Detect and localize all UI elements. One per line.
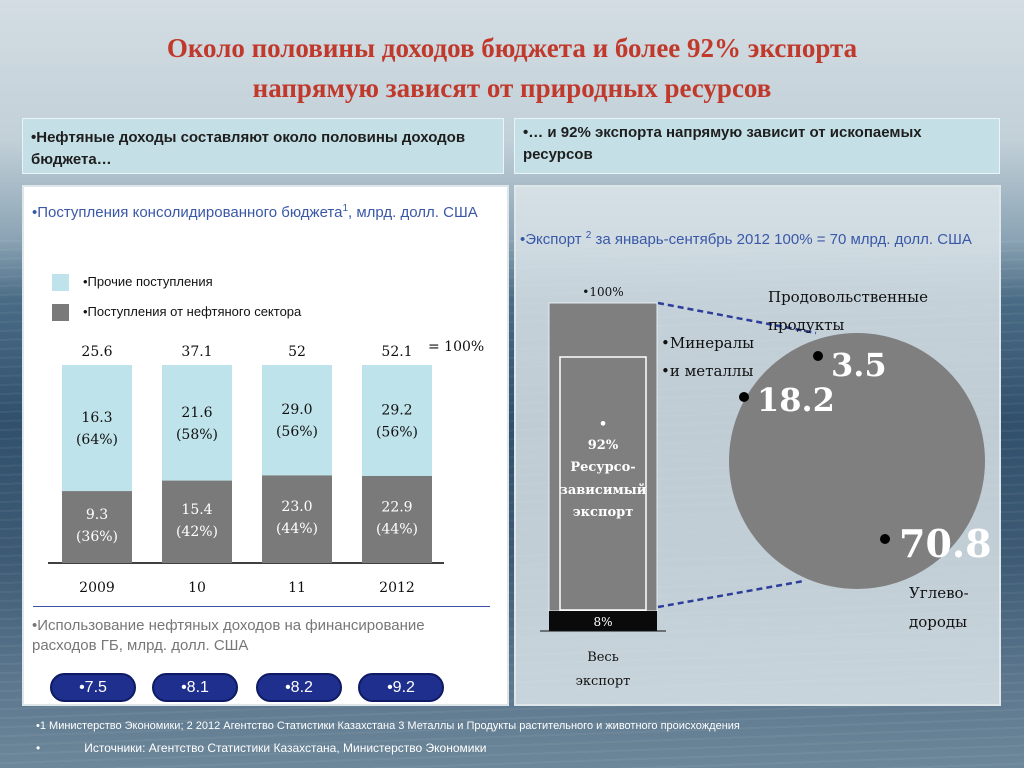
connector-top — [657, 301, 817, 335]
bar-other-revenue — [62, 365, 132, 492]
pie-slice-value-label: 70.8 — [899, 521, 992, 566]
bar-oil-value-label: 23.0 — [281, 499, 312, 515]
oil-usage-value-2012: •9.2 — [358, 673, 444, 702]
bar-oil-revenue — [362, 475, 432, 563]
legend-item-oil-revenue: •Поступления от нефтяного сектора — [52, 304, 302, 322]
bar-other-share-label: (56%) — [376, 424, 418, 440]
export-bar-inner-label: зависимый — [560, 483, 647, 498]
bar-other-revenue — [162, 365, 232, 481]
export-bar-x-label: Весь — [587, 650, 619, 665]
bar-oil-share-label: (36%) — [76, 529, 118, 545]
export-pie-chart: 3.518.2 70.8 Продовольственные продукты •Мин… — [661, 288, 992, 631]
budget-title-unit: , млрд. долл. США — [348, 204, 478, 221]
slide-title-line-1: Около половины доходов бюджета и более 9… — [166, 33, 858, 63]
bar-oil-revenue — [162, 480, 232, 563]
legend-label-other: •Прочие поступления — [83, 274, 213, 289]
oil-usage-title: •Использование нефтяных доходов на финан… — [32, 617, 425, 654]
budget-x-tick-label: 2009 — [79, 580, 115, 596]
header-box-right: •… и 92% экспорта напрямую зависит от ис… — [514, 118, 1000, 174]
export-title-unit: за январь-сентябрь 2012 100% = 70 млрд. … — [591, 231, 972, 248]
export-title-text: •Экспорт — [520, 231, 586, 248]
bar-oil-value-label: 15.4 — [181, 502, 212, 518]
panel-divider — [33, 606, 490, 607]
export-stacked-bar: •100% 8% • 92% Ресурсо-зависимый экспорт Весь э… — [540, 285, 666, 689]
bar-total-label: 52.1 — [381, 344, 412, 360]
bar-oil-value-label: 22.9 — [381, 499, 412, 515]
bar-other-revenue — [362, 365, 432, 476]
bar-total-label: 25.6 — [81, 344, 112, 360]
connector-bottom — [657, 579, 805, 609]
budget-chart-title: •Поступления консолидированного бюджета1… — [32, 199, 502, 223]
footnote-sources: • Источники: Агентство Статистики Казахст… — [36, 741, 486, 755]
bar-other-share-label: (58%) — [176, 427, 218, 443]
legend-swatch-oil — [52, 304, 69, 322]
budget-x-tick-label: 2012 — [379, 580, 415, 596]
legend-swatch-other — [52, 274, 69, 292]
budget-x-tick-label: 10 — [188, 580, 206, 596]
bar-total-label: 52 — [288, 344, 306, 360]
pie-label-hydrocarbons: Углево- — [909, 584, 969, 602]
export-bar-resource-segment — [548, 302, 658, 612]
export-bar-other-segment — [549, 611, 657, 631]
pie-label-minerals: •и металлы — [661, 362, 753, 380]
bar-oil-revenue — [262, 475, 332, 563]
budget-stacked-bar-chart: 25.6 16.3 (64%) 9.3 (36%) 2009 37.1 21.6 (58%) 15… — [48, 344, 444, 596]
export-bar-inner-label: 92% — [588, 438, 619, 453]
bar-other-value-label: 16.3 — [81, 410, 112, 426]
pie-slice-value-label: 3.5 — [831, 346, 887, 384]
pie-slice-marker — [880, 534, 890, 544]
bar-other-share-label: (64%) — [76, 432, 118, 448]
bar-oil-share-label: (44%) — [276, 521, 318, 537]
footnote-references: •1 Министерство Экономики; 2 2012 Агентс… — [36, 720, 740, 732]
export-bar-inner-label: • — [599, 417, 607, 432]
pie-label-minerals: •Минералы — [661, 334, 754, 352]
budget-title-text: •Поступления консолидированного бюджета — [32, 204, 343, 221]
slide-title-line-2: напрямую зависят от природных ресурсов — [252, 73, 772, 103]
bar-other-value-label: 21.6 — [181, 405, 212, 421]
pie-label-food: продукты — [768, 316, 844, 334]
legend-label-oil: •Поступления от нефтяного сектора — [83, 304, 302, 319]
footnote-bullet: • — [36, 741, 41, 755]
budget-title-footnote-mark: 1 — [342, 203, 349, 214]
footnote-sources-text: Источники: Агентство Статистики Казахста… — [84, 741, 487, 755]
bar-oil-share-label: (42%) — [176, 524, 218, 540]
export-title-footnote-mark: 2 — [585, 230, 592, 241]
pie-slice-marker — [813, 351, 823, 361]
bar-oil-share-label: (44%) — [376, 521, 418, 537]
pie-disc — [729, 333, 985, 589]
export-bar-x-label: экспорт — [576, 674, 631, 689]
oil-usage-value-2010: •8.1 — [152, 673, 238, 702]
oil-usage-value-2011: •8.2 — [256, 673, 342, 702]
bar-other-revenue — [262, 365, 332, 476]
export-bar-8-label: 8% — [593, 615, 612, 629]
bar-oil-value-label: 9.3 — [86, 507, 108, 523]
bar-oil-revenue — [62, 491, 132, 563]
export-bar-inner-label: Ресурсо- — [570, 460, 635, 475]
export-bar-100-label: •100% — [582, 285, 623, 299]
budget-x-tick-label: 11 — [288, 580, 306, 596]
header-box-left: •Нефтяные доходы составляют около полови… — [22, 118, 504, 174]
export-bar-inner-outline — [559, 356, 647, 611]
bar-total-label: 37.1 — [181, 344, 212, 360]
pie-label-food: Продовольственные — [768, 288, 928, 306]
total-100-label: = 100% — [428, 339, 484, 355]
bar-other-value-label: 29.2 — [381, 402, 412, 418]
pie-label-hydrocarbons: дороды — [909, 613, 967, 631]
oil-usage-value-2009: •7.5 — [50, 673, 136, 702]
export-chart-title: •Экспорт 2 за январь-сентябрь 2012 100% … — [520, 226, 990, 250]
bar-other-share-label: (56%) — [276, 424, 318, 440]
pie-slice-value-label: 18.2 — [757, 381, 835, 419]
slide-title: Около половины доходов бюджета и более 9… — [20, 28, 1004, 108]
pie-slice-marker — [739, 392, 749, 402]
bar-other-value-label: 29.0 — [281, 402, 312, 418]
legend-item-other-revenue: •Прочие поступления — [52, 274, 213, 292]
export-bar-inner-label: экспорт — [573, 505, 634, 520]
